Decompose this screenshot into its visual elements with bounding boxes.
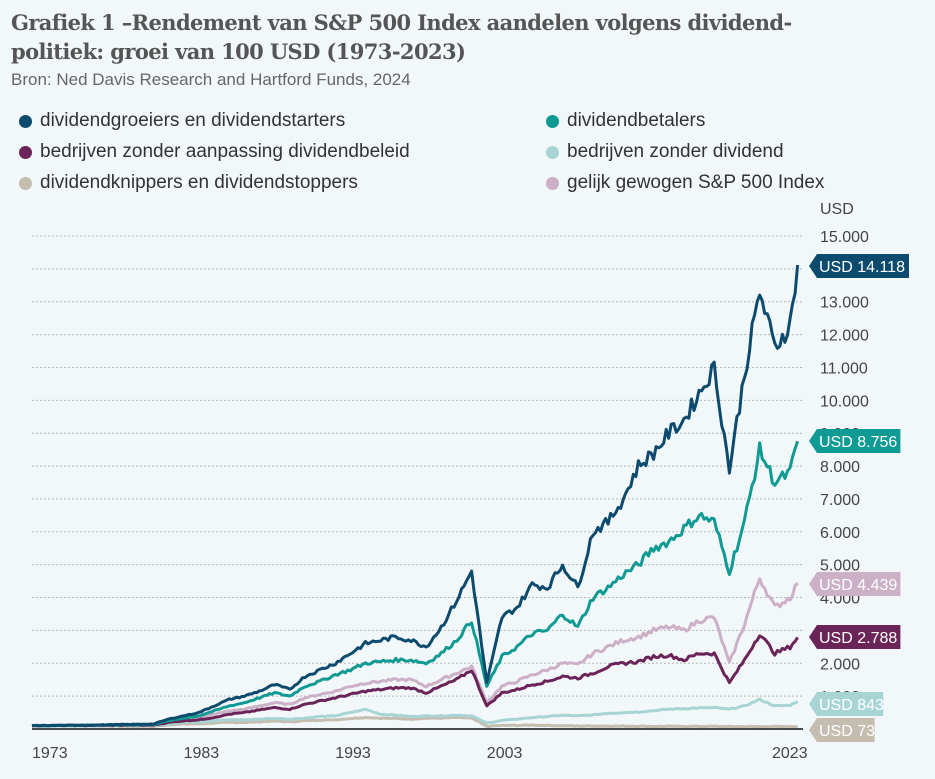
end-label-badge — [809, 572, 901, 596]
legend-label: gelijk gewogen S&P 500 Index — [567, 172, 825, 193]
end-label-badge — [809, 429, 901, 453]
legend-label: bedrijven zonder aanpassing dividendbele… — [40, 141, 410, 162]
series-end-label: USD 73 — [809, 718, 875, 742]
legend-label: dividendknippers en dividendstoppers — [40, 172, 358, 193]
legend-dot-icon — [546, 145, 559, 159]
legend-dot-icon — [546, 114, 559, 128]
x-tick-label: 1973 — [32, 745, 68, 762]
x-tick-label: 1983 — [184, 745, 220, 762]
y-tick-label: 12.000 — [820, 328, 869, 345]
x-tick-label: 1993 — [335, 745, 371, 762]
y-tick-label: 2.000 — [820, 656, 860, 673]
legend-label: dividendbetalers — [567, 110, 706, 131]
end-label-badge — [809, 718, 875, 742]
legend-item: dividendgroeiers en dividendstarters — [19, 110, 345, 132]
legend-label: dividendgroeiers en dividendstarters — [40, 110, 346, 131]
chart-title-line-2: politiek: groei van 100 USD (1973-2023) — [11, 39, 466, 64]
end-label-text: USD 8.756 — [819, 434, 897, 451]
legend-item: dividendknippers en dividendstoppers — [19, 172, 358, 194]
y-tick-label: 13.000 — [820, 295, 869, 312]
x-tick-label: 2003 — [487, 745, 523, 762]
y-tick-label: 11.000 — [820, 360, 868, 377]
x-tick-label: 2023 — [772, 745, 808, 762]
end-label-text: USD 2.788 — [819, 630, 897, 647]
legend-dot-icon — [19, 114, 32, 128]
end-label-badge — [809, 625, 901, 649]
legend-item: gelijk gewogen S&P 500 Index — [546, 172, 824, 194]
series-line — [31, 440, 800, 728]
series-end-label: USD 2.788 — [809, 625, 901, 649]
y-tick-label: 8.000 — [820, 459, 860, 476]
end-label-badge — [809, 254, 909, 278]
series-end-label: USD 843 — [809, 692, 884, 716]
y-tick-label: 15.000 — [820, 229, 869, 246]
chart-title-line-1: Grafiek 1 –Rendement van S&P 500 Index a… — [11, 10, 792, 35]
legend-item: dividendbetalers — [546, 110, 705, 132]
chart-title: Grafiek 1 –Rendement van S&P 500 Index a… — [11, 8, 911, 66]
y-tick-label: 10.000 — [820, 393, 869, 410]
end-label-text: USD 14.118 — [819, 259, 905, 276]
legend-item: bedrijven zonder aanpassing dividendbele… — [19, 141, 410, 163]
series-end-label: USD 4.439 — [809, 572, 901, 596]
legend-item: bedrijven zonder dividend — [546, 141, 784, 163]
end-label-text: USD 843 — [819, 697, 884, 714]
legend-dot-icon — [19, 176, 32, 190]
y-tick-label: 6.000 — [820, 525, 860, 542]
legend-label: bedrijven zonder dividend — [567, 141, 784, 162]
series-line — [31, 577, 799, 728]
end-label-text: USD 73 — [819, 723, 875, 740]
series-end-label: USD 14.118 — [809, 254, 909, 278]
legend-dot-icon — [19, 145, 32, 159]
y-tick-label: 7.000 — [820, 492, 860, 509]
y-axis-unit-label: USD — [820, 201, 854, 218]
legend-dot-icon — [546, 176, 559, 190]
series-line — [31, 264, 800, 728]
series-line — [31, 697, 799, 728]
end-label-badge — [809, 692, 884, 716]
y-tick-label: 5.000 — [820, 558, 860, 575]
series-end-label: USD 8.756 — [809, 429, 901, 453]
end-label-text: USD 4.439 — [819, 577, 897, 594]
chart-source: Bron: Ned Davis Research and Hartford Fu… — [11, 70, 411, 89]
